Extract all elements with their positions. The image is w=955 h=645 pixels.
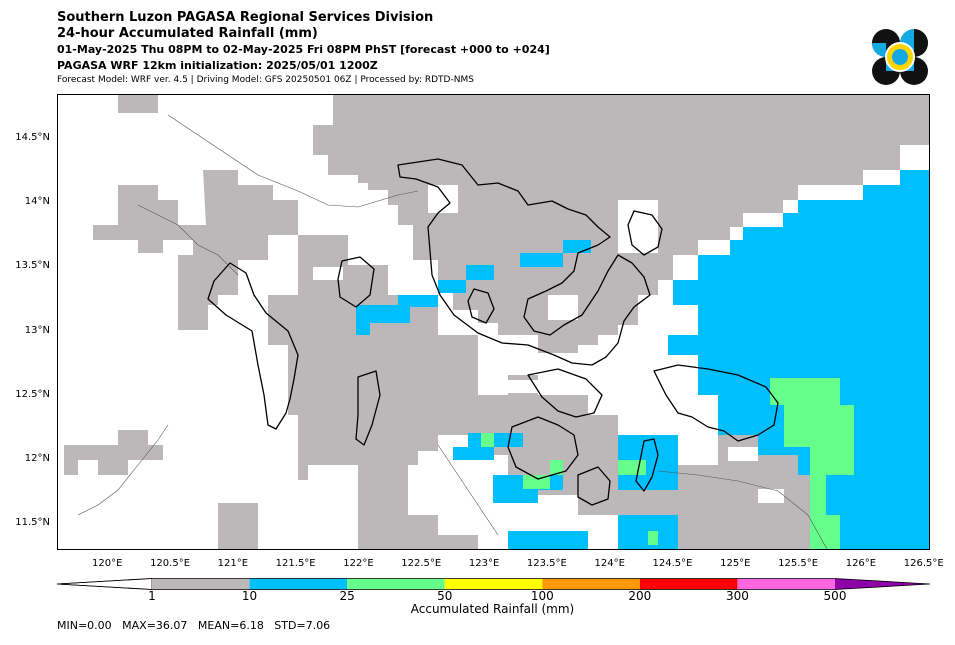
colorbar-bin xyxy=(737,578,835,590)
colorbar-bin xyxy=(249,578,348,590)
longitude-label: 123.5°E xyxy=(526,558,567,569)
rainfall-area-1-10 xyxy=(268,235,508,480)
colorbar-tick-label: 25 xyxy=(339,589,355,603)
longitude-label: 124.5°E xyxy=(652,558,693,569)
latitude-label: 12°N xyxy=(24,453,50,465)
rainfall-area-1-10 xyxy=(358,480,478,549)
rainfall-area-below-1 xyxy=(428,185,458,213)
rainfall-area-25-50 xyxy=(523,475,550,489)
colorbar-under-extension xyxy=(57,578,153,590)
visayas-outline xyxy=(657,470,828,549)
longitude-label: 123°E xyxy=(468,558,500,569)
rainfall-area-10-25 xyxy=(520,253,563,267)
visayas-outline xyxy=(437,444,499,536)
colorbar-tick-label: 50 xyxy=(437,589,453,603)
map-title: Southern Luzon PAGASA Regional Services … xyxy=(57,10,434,25)
mindoro-coast xyxy=(207,262,299,430)
colorbar-over-extension xyxy=(835,578,930,590)
colorbar-tick-label: 100 xyxy=(530,589,554,603)
colorbar-tick-label: 1 xyxy=(148,589,156,603)
rainfall-area-25-50 xyxy=(618,460,646,475)
rainfall-area-below-1 xyxy=(618,200,658,253)
colorbar-bin xyxy=(444,578,543,590)
coastlines xyxy=(207,158,779,506)
rainfall-area-10-25 xyxy=(398,295,438,307)
rainfall-area-1-10 xyxy=(178,170,298,330)
longitude-label: 120°E xyxy=(92,558,123,569)
colorbar-bin xyxy=(542,578,640,590)
forecast-period: 01-May-2025 Thu 08PM to 02-May-2025 Fri … xyxy=(57,43,550,56)
burias-coast xyxy=(467,288,495,324)
tablas-romblon-coast xyxy=(355,370,381,446)
latitude-label: 13.5°N xyxy=(15,260,50,272)
latitude-label: 13°N xyxy=(24,324,50,336)
colorbar-title: Accumulated Rainfall (mm) xyxy=(410,602,575,616)
latitude-label: 14.5°N xyxy=(15,131,50,143)
masbate-coast xyxy=(527,368,603,418)
luzon-outline xyxy=(137,204,239,276)
rainfall-area-1-10 xyxy=(64,430,163,475)
rainfall-area-25-50 xyxy=(481,433,494,447)
rainfall-area-25-50 xyxy=(648,531,658,545)
rainfall-area-1-10 xyxy=(118,95,158,113)
rainfall-area-10-25 xyxy=(438,280,466,293)
rainfall-area-1-10 xyxy=(218,503,258,549)
longitude-label: 124°E xyxy=(594,558,625,569)
map-subtitle: 24-hour Accumulated Rainfall (mm) xyxy=(57,26,318,41)
model-info: Forecast Model: WRF ver. 4.5 | Driving M… xyxy=(57,75,474,85)
colorbar-tick-label: 200 xyxy=(628,589,652,603)
rainfall-area-below-1 xyxy=(758,489,784,503)
rainfall-area-below-1 xyxy=(508,380,538,393)
rainfall-area-1-10 xyxy=(93,185,203,253)
rainfall-area-10-25 xyxy=(563,240,591,253)
rainfall-area-10-25 xyxy=(668,170,929,549)
cebu-coast xyxy=(577,466,611,506)
leyte-coast xyxy=(635,438,659,492)
colorbar-tick-label: 300 xyxy=(725,589,749,603)
colorbar xyxy=(57,578,930,590)
colorbar-outline xyxy=(57,578,930,590)
longitude-label: 126°E xyxy=(845,558,877,569)
rainfall-area-below-1 xyxy=(728,447,758,461)
rainfall-area-below-1 xyxy=(313,267,343,280)
colorbar-bin xyxy=(152,578,250,590)
statistics-summary: MIN=0.00 MAX=36.07 MEAN=6.18 STD=7.06 xyxy=(57,619,331,632)
samar-coast xyxy=(653,364,779,442)
longitude-label: 125.5°E xyxy=(778,558,819,569)
catanduanes-coast xyxy=(627,210,663,256)
longitude-label: 121.5°E xyxy=(275,558,316,569)
initialization-time: PAGASA WRF 12km initialization: 2025/05/… xyxy=(57,59,378,72)
pagasa-seal-icon xyxy=(872,29,928,85)
rainfall-map-canvas xyxy=(64,95,929,549)
rainfall-area-25-50 xyxy=(770,378,854,549)
latitude-label: 12.5°N xyxy=(15,388,50,400)
rainfall-grid xyxy=(64,95,929,549)
rainfall-area-10-25 xyxy=(618,435,678,490)
luzon-bicol-coast xyxy=(397,158,651,366)
longitude-label: 120.5°E xyxy=(150,558,191,569)
rainfall-area-10-25 xyxy=(466,265,494,280)
longitude-label: 122°E xyxy=(343,558,374,569)
latitude-label: 14°N xyxy=(24,196,50,208)
admin-boundaries xyxy=(77,114,828,549)
rainfall-area-25-50 xyxy=(550,460,563,475)
marinduque-coast xyxy=(337,256,375,308)
colorbar-bin xyxy=(639,578,738,590)
colorbar-tick-label: 500 xyxy=(823,589,847,603)
longitude-label: 122.5°E xyxy=(401,558,442,569)
rainfall-area-10-25 xyxy=(356,305,410,335)
longitude-label: 126.5°E xyxy=(903,558,944,569)
luzon-outline xyxy=(167,114,419,208)
rainfall-area-below-1 xyxy=(353,183,368,197)
colorbar-bin xyxy=(347,578,445,590)
rainfall-map xyxy=(57,94,930,550)
colorbar-tick-label: 10 xyxy=(241,589,258,603)
rainfall-area-10-25 xyxy=(508,531,588,549)
palawan-outline xyxy=(77,424,169,516)
rainfall-area-below-1 xyxy=(548,295,578,320)
longitude-label: 125°E xyxy=(720,558,751,569)
latitude-label: 11.5°N xyxy=(15,517,50,529)
longitude-label: 121°E xyxy=(217,558,249,569)
panay-coast xyxy=(507,416,579,480)
